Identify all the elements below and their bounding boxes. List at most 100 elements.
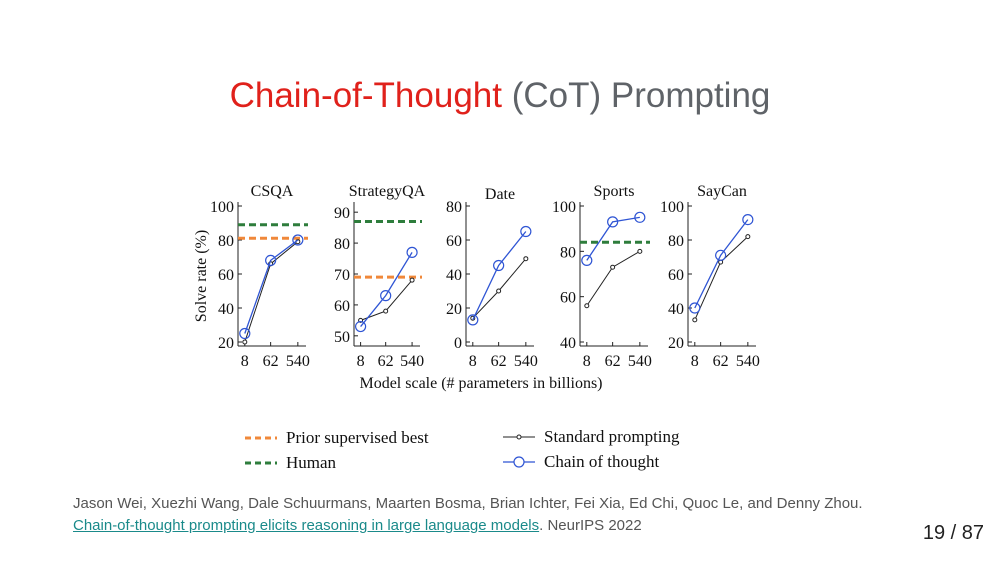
x-tick-label-4-2: 540 [736, 353, 760, 370]
x-tick-label-0-0: 8 [241, 353, 249, 370]
y-tick-label-4-2: 60 [668, 267, 684, 284]
slide-title: Chain-of-Thought (CoT) Prompting [0, 72, 1000, 120]
x-tick-label-3-2: 540 [628, 353, 652, 370]
standard-point-4-0 [692, 317, 698, 323]
y-tick-label-3-3: 100 [552, 199, 576, 216]
standard-point-2-2 [523, 256, 529, 262]
legend-cot-label: Chain of thought [544, 452, 660, 471]
y-tick-label-4-1: 40 [668, 301, 684, 318]
legend-prior-label: Prior supervised best [286, 428, 429, 447]
y-tick-label-3-0: 40 [560, 335, 576, 352]
y-tick-label-2-0: 0 [454, 335, 462, 352]
y-tick-label-2-4: 80 [446, 199, 462, 216]
page-current: 19 [922, 522, 946, 544]
cot-point-2-0 [467, 314, 479, 326]
title-accent: Chain-of-Thought [229, 76, 502, 115]
x-tick-label-1-1: 62 [378, 353, 394, 370]
legend-prior-swatch [245, 436, 277, 440]
cot-point-4-2 [742, 213, 754, 226]
y-axis-title: Solve rate (%) [193, 230, 210, 322]
x-tick-label-3-0: 8 [583, 353, 591, 370]
standard-point-3-1 [610, 264, 616, 270]
page-separator: / [945, 522, 962, 544]
x-tick-label-2-2: 540 [514, 353, 538, 370]
cot-point-1-2 [406, 246, 418, 258]
title-rest: (CoT) Prompting [501, 76, 771, 115]
cot-point-4-1 [715, 249, 727, 261]
standard-point-2-1 [496, 288, 502, 294]
panel-title-4: SayCan [697, 183, 747, 200]
legend-human-label: Human [286, 453, 337, 472]
standard-point-0-0 [242, 339, 248, 345]
cot-point-4-0 [689, 302, 701, 314]
cot-point-0-2 [292, 234, 304, 246]
cot-point-2-2 [520, 225, 532, 238]
y-tick-label-1-3: 80 [334, 236, 350, 253]
legend-standard-label: Standard prompting [544, 427, 680, 446]
chart-legend: Prior supervised best Human Standard pro… [244, 426, 704, 478]
citation-paper-link[interactable]: Chain-of-thought prompting elicits reaso… [73, 517, 540, 534]
y-tick-label-3-2: 80 [560, 244, 576, 261]
y-tick-label-1-1: 60 [334, 298, 350, 315]
legend-human: Human [244, 451, 336, 475]
legend-cot: Chain of thought [502, 450, 659, 474]
x-tick-label-0-1: 62 [263, 353, 279, 370]
cot-point-3-2 [634, 211, 646, 223]
y-tick-label-0-4: 100 [210, 199, 234, 216]
cot-line-1 [360, 252, 413, 327]
y-tick-label-0-0: 20 [218, 335, 234, 352]
cot-point-3-0 [581, 254, 593, 267]
standard-line-3 [586, 250, 641, 307]
panel-title-2: Date [485, 186, 515, 203]
panel-title-0: CSQA [251, 183, 294, 200]
cot-point-0-0 [239, 327, 251, 340]
standard-point-4-2 [745, 234, 751, 240]
y-tick-label-0-1: 40 [218, 301, 234, 318]
legend-standard: Standard prompting [502, 425, 680, 449]
citation-authors: Jason Wei, Xuezhi Wang, Dale Schuurmans,… [73, 495, 863, 512]
x-tick-label-2-1: 62 [491, 353, 507, 370]
y-tick-label-3-1: 60 [560, 290, 576, 307]
legend-cot-swatch [503, 456, 535, 468]
y-tick-label-0-3: 80 [218, 233, 234, 250]
y-tick-label-1-4: 90 [334, 205, 350, 222]
y-tick-label-2-3: 60 [446, 233, 462, 250]
cot-point-3-1 [607, 216, 619, 228]
legend-standard-swatch [503, 434, 535, 440]
citation: Jason Wei, Xuezhi Wang, Dale Schuurmans,… [73, 493, 953, 537]
standard-point-1-2 [409, 277, 415, 283]
citation-venue: . NeurIPS 2022 [539, 517, 642, 534]
cot-point-1-0 [355, 320, 367, 333]
x-tick-label-2-0: 8 [469, 353, 477, 370]
x-tick-label-4-0: 8 [691, 353, 699, 370]
standard-line-0 [244, 241, 299, 343]
legend-prior: Prior supervised best [244, 426, 429, 450]
y-tick-label-4-3: 80 [668, 233, 684, 250]
x-tick-label-1-0: 8 [357, 353, 365, 370]
x-tick-label-0-2: 540 [286, 353, 310, 370]
cot-line-2 [472, 231, 527, 321]
y-tick-label-0-2: 60 [218, 267, 234, 284]
standard-line-2 [472, 258, 527, 319]
cot-line-3 [586, 216, 640, 261]
standard-line-4 [694, 236, 749, 321]
x-tick-label-4-1: 62 [713, 353, 729, 370]
standard-point-3-2 [637, 248, 643, 254]
y-tick-label-1-0: 50 [334, 329, 350, 346]
cot-point-0-1 [265, 254, 277, 267]
page-total: 87 [961, 522, 984, 544]
x-tick-label-3-1: 62 [605, 353, 621, 370]
cot-line-0 [244, 239, 299, 334]
cot-line-4 [694, 219, 749, 309]
cot-point-1-1 [380, 290, 392, 302]
legend-human-swatch [245, 461, 277, 465]
y-tick-label-2-1: 20 [446, 301, 462, 318]
x-tick-label-1-2: 540 [400, 353, 424, 370]
page-number: 19 / 87 [923, 522, 984, 545]
y-tick-label-4-0: 20 [668, 335, 684, 352]
cot-point-2-1 [493, 259, 505, 272]
y-tick-label-2-2: 40 [446, 267, 462, 284]
panel-title-3: Sports [594, 183, 635, 200]
y-tick-label-1-2: 70 [334, 267, 350, 284]
